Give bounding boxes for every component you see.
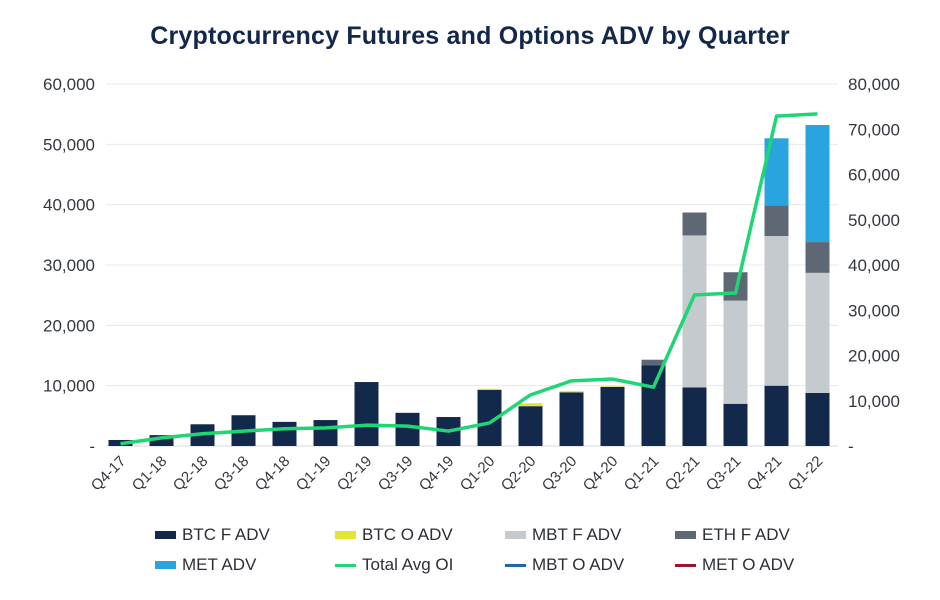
bar-eth-f-adv: [682, 212, 707, 236]
legend-swatch: [335, 531, 356, 539]
legend-item-btc-o-adv[interactable]: BTC O ADV: [335, 525, 505, 545]
legend-item-eth-f-adv[interactable]: ETH F ADV: [675, 525, 815, 545]
x-tick-label: Q4-18: [252, 453, 294, 495]
y-tick-label-right: 30,000: [848, 301, 900, 320]
legend-label: Total Avg OI: [362, 555, 454, 574]
x-tick-label: Q3-21: [703, 453, 745, 495]
bar-btc-f-adv: [682, 387, 707, 446]
x-tick-label: Q2-20: [498, 453, 540, 495]
y-axis-left: - 10,000 20,000 30,000 40,000 50,000 60,000: [43, 75, 95, 456]
y-tick-label-left: 30,000: [43, 256, 95, 275]
bar-mbt-f-adv: [805, 272, 830, 393]
legend: BTC F ADV BTC O ADV MBT F ADV ETH F ADV …: [155, 525, 795, 575]
x-axis: Q4-17 Q1-18 Q2-18 Q3-18 Q4-18 Q1-19 Q2-19 Q3-19…: [88, 453, 827, 495]
legend-label: BTC F ADV: [182, 525, 270, 544]
bar-mbt-f-adv: [723, 300, 748, 404]
y-tick-label-left: 40,000: [43, 196, 95, 215]
bar-btc-f-adv: [559, 392, 584, 446]
bar-mbt-f-adv: [764, 236, 789, 386]
gridlines: [106, 83, 838, 447]
bar-btc-o-adv: [559, 391, 584, 393]
y-tick-label-left: 10,000: [43, 377, 95, 396]
legend-label: ETH F ADV: [702, 525, 790, 544]
bar-btc-f-adv: [805, 392, 830, 446]
bar-btc-f-adv: [354, 382, 379, 446]
y-tick-label-left: 50,000: [43, 135, 95, 154]
bar-btc-o-adv: [764, 385, 789, 386]
legend-item-total-avg-oi[interactable]: Total Avg OI: [335, 555, 505, 575]
x-tick-label: Q3-20: [539, 453, 581, 495]
x-tick-label: Q3-19: [375, 453, 417, 495]
bar-btc-f-adv: [149, 435, 174, 446]
lines: [120, 112, 818, 446]
chart-title: Cryptocurrency Futures and Options ADV b…: [150, 22, 790, 50]
y-tick-label-right: -: [848, 437, 854, 456]
legend-swatch: [155, 531, 176, 539]
legend-label: MBT O ADV: [532, 555, 625, 574]
bar-met-adv: [805, 125, 830, 243]
y-tick-label-right: 10,000: [848, 392, 900, 411]
bar-btc-o-adv: [600, 386, 625, 387]
x-tick-label: Q4-17: [88, 453, 130, 495]
legend-swatch: [505, 563, 526, 567]
bar-btc-o-adv: [477, 388, 502, 390]
x-tick-label: Q1-20: [457, 453, 499, 495]
bar-btc-f-adv: [272, 421, 297, 446]
y-tick-label-right: 40,000: [848, 256, 900, 275]
legend-item-met-o-adv[interactable]: MET O ADV: [675, 555, 815, 575]
y-tick-label-left: 60,000: [43, 75, 95, 94]
x-tick-label: Q1-22: [785, 453, 827, 495]
bar-eth-f-adv: [805, 242, 830, 273]
legend-item-btc-f-adv[interactable]: BTC F ADV: [155, 525, 335, 545]
legend-swatch: [335, 563, 356, 567]
x-tick-label: Q1-18: [129, 453, 171, 495]
y-tick-label-left: 20,000: [43, 316, 95, 335]
y-tick-label-left: -: [89, 437, 95, 456]
bar-btc-f-adv: [395, 412, 420, 446]
legend-item-mbt-o-adv[interactable]: MBT O ADV: [505, 555, 675, 575]
x-tick-label: Q2-21: [662, 453, 704, 495]
x-tick-label: Q4-21: [744, 453, 786, 495]
bar-btc-f-adv: [600, 386, 625, 446]
legend-label: MBT F ADV: [532, 525, 622, 544]
bar-btc-o-adv: [518, 403, 543, 407]
legend-swatch: [675, 531, 696, 539]
bar-eth-f-adv: [641, 359, 666, 366]
legend-swatch: [675, 563, 696, 567]
bar-btc-f-adv: [723, 403, 748, 446]
x-tick-label: Q1-19: [293, 453, 335, 495]
legend-label: MET ADV: [182, 555, 257, 574]
x-tick-label: Q2-18: [170, 453, 212, 495]
line-total-avg-oi: [120, 112, 818, 446]
y-tick-label-right: 50,000: [848, 211, 900, 230]
legend-label: BTC O ADV: [362, 525, 453, 544]
bars: [108, 125, 830, 446]
x-tick-label: Q2-19: [334, 453, 376, 495]
legend-swatch: [505, 531, 526, 539]
bar-eth-f-adv: [764, 205, 789, 237]
legend-swatch: [155, 561, 176, 569]
legend-item-met-adv[interactable]: MET ADV: [155, 555, 335, 575]
y-tick-label-right: 20,000: [848, 347, 900, 366]
x-tick-label: Q1-21: [621, 453, 663, 495]
x-tick-label: Q4-20: [580, 453, 622, 495]
x-tick-label: Q3-18: [211, 453, 253, 495]
bar-btc-f-adv: [641, 365, 666, 446]
legend-label: MET O ADV: [702, 555, 795, 574]
x-tick-label: Q4-19: [416, 453, 458, 495]
legend-item-mbt-f-adv[interactable]: MBT F ADV: [505, 525, 675, 545]
y-axis-right: - 10,000 20,000 30,000 40,000 50,000 60,000 70,…: [848, 75, 900, 456]
y-tick-label-right: 60,000: [848, 166, 900, 185]
bar-btc-f-adv: [313, 420, 338, 446]
bar-btc-f-adv: [764, 385, 789, 446]
y-tick-label-right: 70,000: [848, 120, 900, 139]
y-tick-label-right: 80,000: [848, 75, 900, 94]
bar-btc-f-adv: [518, 406, 543, 446]
